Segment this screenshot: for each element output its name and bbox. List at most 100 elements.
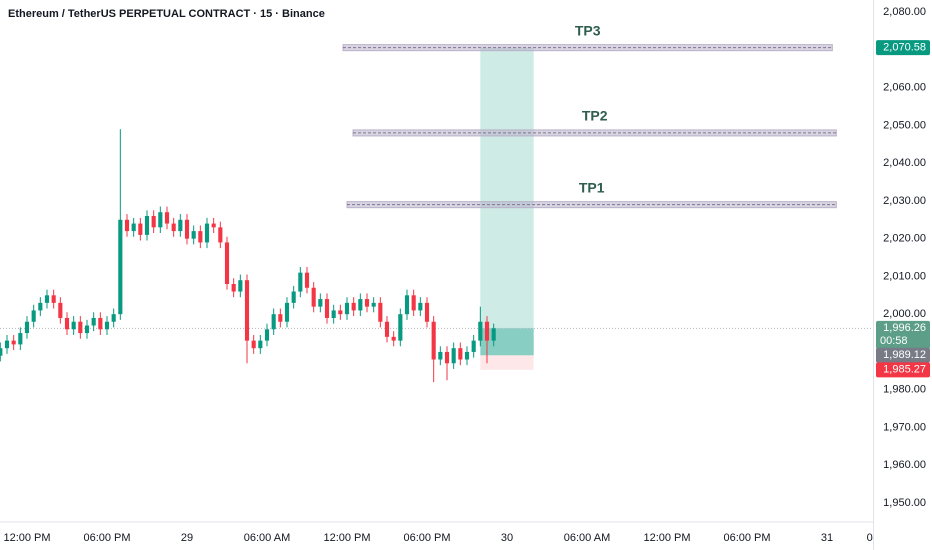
level-label: TP2 bbox=[582, 108, 608, 124]
price-label: 1,985.27 bbox=[883, 364, 926, 376]
candle-body bbox=[278, 314, 283, 322]
candle-body bbox=[444, 351, 450, 364]
x-tick-label: 06:00 PM bbox=[723, 532, 770, 544]
candle-body bbox=[131, 223, 136, 232]
x-tick-label: 06:00 AM bbox=[564, 532, 610, 544]
y-tick-label: 2,060.00 bbox=[883, 82, 926, 94]
open-profit-zone bbox=[480, 328, 534, 356]
y-tick-label: 2,040.00 bbox=[883, 157, 926, 169]
plot-area: TP3 TP2 TP1 bbox=[0, 22, 873, 383]
candle-body bbox=[304, 272, 310, 288]
price-axis-bg bbox=[873, 0, 932, 550]
candle-body bbox=[51, 295, 56, 303]
y-tick-label: 1,980.00 bbox=[883, 384, 926, 396]
candle-body bbox=[58, 302, 63, 318]
candle-body bbox=[111, 314, 116, 322]
candle-body bbox=[231, 283, 236, 292]
y-tick-label: 2,080.00 bbox=[883, 6, 926, 18]
candle-body bbox=[251, 340, 256, 349]
candle-body bbox=[298, 272, 303, 292]
candle-body bbox=[351, 302, 356, 311]
candle-body bbox=[418, 302, 423, 311]
candle-body bbox=[44, 295, 50, 303]
candle-body bbox=[258, 340, 263, 349]
price-label-box bbox=[876, 362, 930, 378]
candle-body bbox=[338, 310, 343, 315]
candle-body bbox=[331, 310, 336, 318]
candle-body bbox=[0, 348, 3, 356]
candle-body bbox=[24, 321, 30, 334]
candle-body bbox=[424, 302, 430, 322]
price-label: 1,989.12 bbox=[883, 349, 926, 361]
candle-body bbox=[118, 219, 123, 315]
x-tick-label: 06:00 PM bbox=[403, 532, 450, 544]
candle-body bbox=[478, 321, 483, 341]
candle-body bbox=[451, 348, 456, 364]
candle-body bbox=[358, 299, 363, 311]
candle-body bbox=[458, 348, 463, 360]
candle-body bbox=[124, 219, 130, 232]
y-tick-label: 2,000.00 bbox=[883, 308, 926, 320]
candle-body bbox=[78, 321, 83, 334]
candle-body bbox=[104, 321, 110, 330]
candle-body bbox=[244, 280, 250, 341]
candle-body bbox=[4, 340, 10, 349]
candle-body bbox=[371, 302, 376, 307]
y-tick-label: 2,020.00 bbox=[883, 233, 926, 245]
chart-title: Ethereum / TetherUS PERPETUAL CONTRACT ·… bbox=[8, 8, 325, 20]
candle-body bbox=[71, 321, 76, 330]
y-tick-label: 2,030.00 bbox=[883, 195, 926, 207]
candle-body bbox=[271, 314, 276, 330]
candle-body bbox=[64, 317, 70, 330]
candle-body bbox=[18, 333, 23, 345]
candle-body bbox=[464, 351, 470, 360]
candle-body bbox=[164, 212, 170, 224]
candle-body bbox=[31, 310, 36, 322]
candle-body bbox=[238, 280, 243, 292]
level-label: TP3 bbox=[575, 22, 601, 38]
y-tick-label: 1,950.00 bbox=[883, 497, 926, 509]
y-tick-label: 1,970.00 bbox=[883, 421, 926, 433]
candle-body bbox=[178, 219, 183, 232]
candle-body bbox=[184, 219, 190, 239]
x-tick-label: 30 bbox=[501, 532, 513, 544]
y-tick-label: 1,960.00 bbox=[883, 459, 926, 471]
candle-body bbox=[318, 299, 323, 307]
candle-body bbox=[364, 299, 370, 307]
candle-body bbox=[38, 302, 43, 311]
candle-body bbox=[378, 302, 383, 322]
candle-body bbox=[91, 317, 96, 326]
candle-body bbox=[384, 321, 390, 337]
candle-body bbox=[491, 328, 496, 341]
candle-body bbox=[391, 336, 396, 341]
candle-body bbox=[398, 314, 403, 341]
price-label-box bbox=[876, 40, 930, 56]
x-tick-label: 12:00 PM bbox=[3, 532, 50, 544]
candle-body bbox=[191, 231, 196, 239]
x-tick-label: 12:00 PM bbox=[323, 532, 370, 544]
candle-body bbox=[484, 321, 490, 341]
level-label: TP1 bbox=[579, 179, 605, 195]
candle-body bbox=[291, 291, 296, 303]
candle-body bbox=[171, 223, 176, 232]
time-axis-bg bbox=[0, 520, 932, 550]
x-tick-label: 31 bbox=[821, 532, 833, 544]
candle-body bbox=[198, 231, 203, 243]
y-tick-label: 2,050.00 bbox=[883, 119, 926, 131]
candle-body bbox=[84, 325, 90, 334]
candle-body bbox=[324, 299, 330, 318]
candle-body bbox=[431, 321, 436, 360]
candle-body bbox=[311, 287, 316, 307]
price-label-box bbox=[876, 320, 930, 349]
candle-body bbox=[158, 212, 163, 228]
price-label-box bbox=[876, 347, 930, 363]
candle-body bbox=[11, 340, 16, 345]
candle-body bbox=[218, 227, 223, 243]
candle-body bbox=[144, 216, 150, 235]
x-tick-label: 29 bbox=[181, 532, 193, 544]
candle-body bbox=[404, 295, 410, 315]
candle-body bbox=[211, 223, 216, 228]
